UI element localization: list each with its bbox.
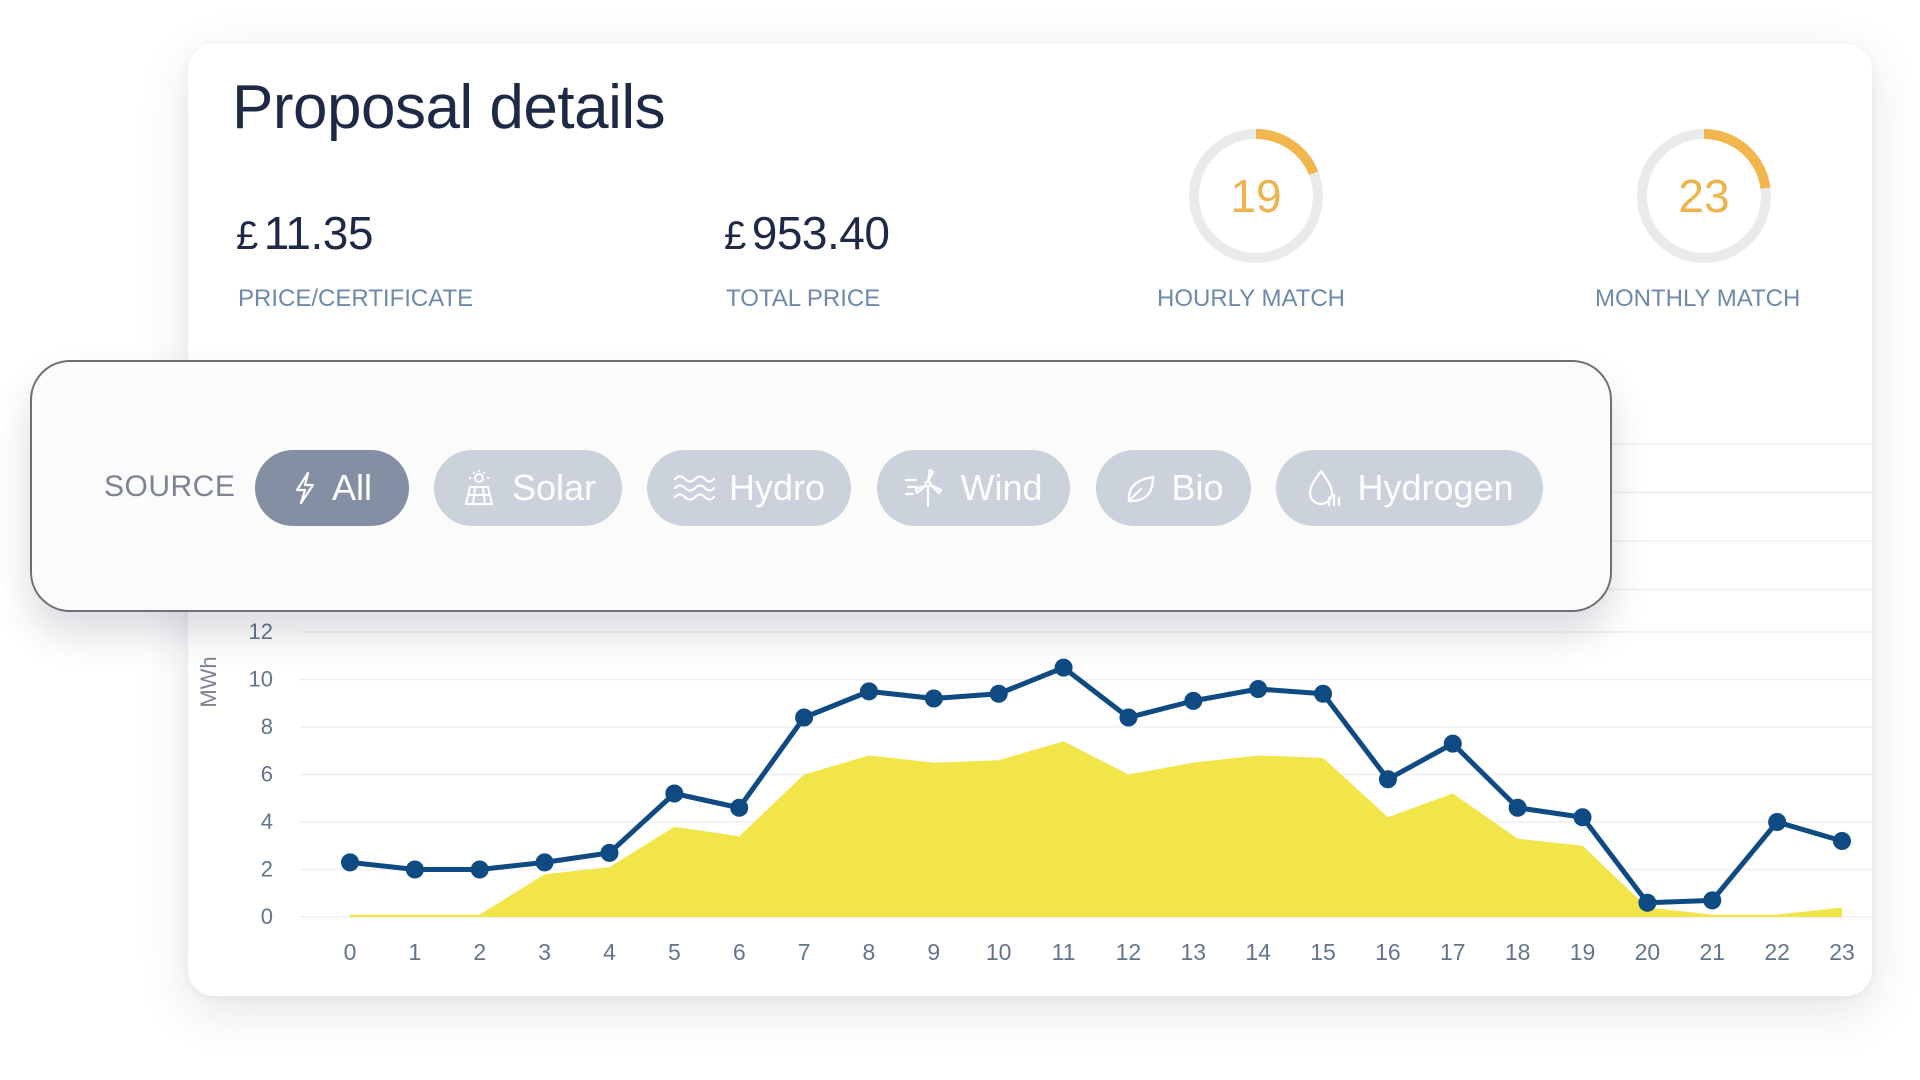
data-point xyxy=(859,682,878,701)
x-tick-label: 17 xyxy=(1440,939,1466,965)
data-point xyxy=(1314,684,1333,703)
x-tick-label: 5 xyxy=(668,939,681,965)
hourly-match-value: 19 xyxy=(1230,170,1282,222)
x-tick-label: 4 xyxy=(603,939,616,965)
price-per-certificate-label: PRICE/CERTIFICATE xyxy=(238,285,474,312)
lightning-icon xyxy=(295,471,315,505)
leaf-icon xyxy=(1128,475,1155,503)
filter-chip-label: Solar xyxy=(511,467,597,508)
data-point xyxy=(1184,691,1203,710)
data-point xyxy=(535,853,554,872)
source-label: SOURCE xyxy=(104,470,236,503)
data-point xyxy=(1573,808,1592,827)
x-tick-label: 23 xyxy=(1829,939,1855,965)
x-tick-label: 7 xyxy=(798,939,811,965)
data-point xyxy=(924,689,943,708)
filter-chip-label: Hydrogen xyxy=(1357,467,1514,508)
x-tick-label: 0 xyxy=(344,939,357,965)
monthly-match-label: MONTHLY MATCH xyxy=(1595,285,1801,312)
y-tick-label: 10 xyxy=(249,667,273,692)
hourly-match-gauge: 19 xyxy=(1186,126,1326,266)
data-point xyxy=(1768,813,1787,831)
y-tick-label: 4 xyxy=(261,809,273,834)
data-point xyxy=(341,853,359,872)
total-price-amount: 953.40 xyxy=(751,207,890,259)
x-tick-label: 22 xyxy=(1764,939,1790,965)
data-point xyxy=(600,843,619,862)
filter-chip-wind[interactable]: Wind xyxy=(877,450,1070,526)
x-tick-label: 18 xyxy=(1505,939,1531,965)
x-tick-label: 14 xyxy=(1245,939,1271,965)
data-point xyxy=(795,708,814,727)
x-tick-label: 8 xyxy=(863,939,876,965)
data-point xyxy=(1638,893,1657,912)
y-tick-label: 12 xyxy=(249,619,273,644)
data-point xyxy=(1054,658,1073,677)
x-tick-label: 16 xyxy=(1375,939,1401,965)
y-tick-label: 0 xyxy=(261,904,273,929)
solar-panel-icon xyxy=(464,470,494,505)
y-tick-label: 6 xyxy=(261,762,273,787)
area-series xyxy=(350,741,1842,917)
x-tick-label: 15 xyxy=(1310,939,1336,965)
page-title: Proposal details xyxy=(232,73,666,142)
x-tick-label: 9 xyxy=(927,939,940,965)
filter-chip-label: Wind xyxy=(960,467,1043,508)
waves-icon xyxy=(673,475,715,501)
x-tick-label: 10 xyxy=(986,939,1012,965)
x-tick-label: 19 xyxy=(1570,939,1596,965)
x-tick-label: 13 xyxy=(1181,939,1207,965)
y-tick-label: 8 xyxy=(261,714,273,739)
data-point xyxy=(1703,891,1722,910)
filter-chip-label: Bio xyxy=(1171,467,1224,508)
price-per-certificate-value: £11.35 xyxy=(236,206,373,260)
x-tick-label: 3 xyxy=(538,939,551,965)
data-point xyxy=(1443,734,1462,753)
data-point xyxy=(470,860,489,879)
line-series xyxy=(349,665,1843,906)
total-price-value: £953.40 xyxy=(724,206,890,260)
hourly-match-label: HOURLY MATCH xyxy=(1157,285,1346,312)
monthly-match-gauge: 23 xyxy=(1634,126,1774,266)
data-point xyxy=(1833,832,1851,850)
droplet-icon xyxy=(1309,469,1341,507)
y-tick-label: 2 xyxy=(261,857,273,882)
filter-chip-hydrogen[interactable]: Hydrogen xyxy=(1276,450,1543,526)
x-tick-label: 2 xyxy=(473,939,486,965)
filter-chip-hydro[interactable]: Hydro xyxy=(647,450,851,526)
x-tick-label: 12 xyxy=(1116,939,1142,965)
data-point xyxy=(1378,770,1397,789)
currency-symbol: £ xyxy=(724,214,746,258)
monthly-match-value: 23 xyxy=(1678,170,1730,222)
x-tick-label: 11 xyxy=(1052,939,1076,965)
wind-turbine-icon xyxy=(905,468,943,508)
y-axis-label: MWh xyxy=(196,656,221,707)
data-point xyxy=(989,684,1008,703)
currency-symbol: £ xyxy=(236,214,258,258)
data-point xyxy=(730,798,749,817)
x-tick-label: 21 xyxy=(1699,939,1725,965)
data-point xyxy=(665,784,684,803)
x-tick-label: 6 xyxy=(733,939,746,965)
filter-chip-label: All xyxy=(331,467,372,508)
data-point xyxy=(1249,680,1268,698)
filter-chip-solar[interactable]: Solar xyxy=(434,450,622,526)
data-point xyxy=(405,860,424,879)
x-tick-label: 20 xyxy=(1635,939,1661,965)
data-point xyxy=(1508,798,1527,817)
data-point xyxy=(1119,708,1138,727)
filter-chip-all[interactable]: All xyxy=(255,450,409,526)
price-per-certificate-amount: 11.35 xyxy=(263,207,374,259)
total-price-label: TOTAL PRICE xyxy=(726,285,881,312)
filter-chip-bio[interactable]: Bio xyxy=(1096,450,1251,526)
filter-chip-label: Hydro xyxy=(728,467,826,508)
x-tick-label: 1 xyxy=(408,939,421,965)
